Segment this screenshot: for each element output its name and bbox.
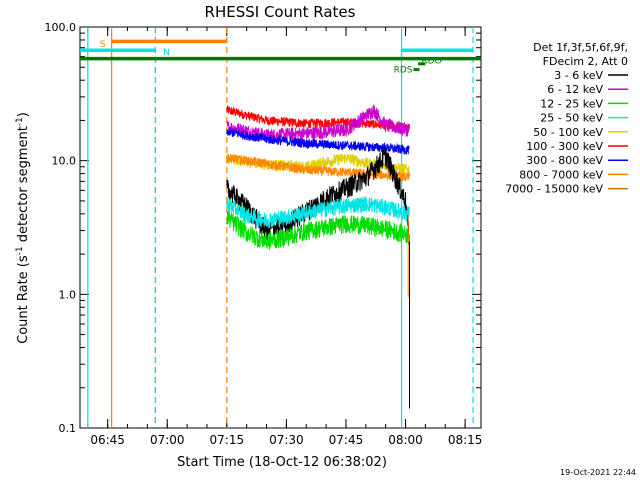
legend-header-line-2: FDecim 2, Att 0 xyxy=(543,55,628,68)
x-axis-ticks: 06:45 07:00 07:15 07:30 07:45 08:00 08:15 xyxy=(87,27,483,447)
flag-label-rdo: RDO xyxy=(421,57,441,67)
legend-label-3-6-kev: 3 - 6 keV xyxy=(554,69,603,82)
legend-label-100-300-kev: 100 - 300 keV xyxy=(526,140,603,153)
y-tick-label: 0.1 xyxy=(59,422,77,435)
x-tick-label: 08:00 xyxy=(388,433,423,447)
x-tick-label: 07:00 xyxy=(150,433,185,447)
flag-label-s: S xyxy=(100,40,106,50)
y-tick-label: 10.0 xyxy=(52,155,77,168)
x-tick-label: 07:45 xyxy=(329,433,364,447)
y-axis-label: Count Rate (s-1 detector segment-1) xyxy=(15,112,31,344)
y-tick-label: 1.0 xyxy=(59,288,77,301)
chart-title: RHESSI Count Rates xyxy=(205,3,356,21)
legend-label-7000-15000-kev: 7000 - 15000 keV xyxy=(505,183,603,196)
series-line-12-25-kev xyxy=(226,211,410,250)
timestamp: 19-Oct-2021 22:44 xyxy=(560,468,636,477)
legend-header-line-1: Det 1f,3f,5f,6f,9f, xyxy=(533,41,628,54)
series-line-300-800-kev xyxy=(226,127,410,155)
legend-label-800-7000-kev: 800 - 7000 keV xyxy=(519,168,603,181)
legend-label-12-25-kev: 12 - 25 keV xyxy=(540,97,603,110)
flag-bars: S N RDS RDO xyxy=(80,39,481,75)
legend-label-300-800-kev: 300 - 800 keV xyxy=(526,154,603,167)
series-line-25-50-kev xyxy=(226,196,410,229)
flag-label-n: N xyxy=(163,48,170,58)
x-tick-label: 08:15 xyxy=(448,433,483,447)
legend-label-50-100-kev: 50 - 100 keV xyxy=(533,126,603,139)
y-axis-ticks: 100.0 10.0 1.0 0.1 xyxy=(45,21,481,435)
x-tick-label: 07:30 xyxy=(269,433,304,447)
plot-area: 100.0 10.0 1.0 0.1 06:45 07:00 07:15 07:30 07:4… xyxy=(45,21,483,447)
x-tick-label: 07:15 xyxy=(210,433,245,447)
y-tick-label: 100.0 xyxy=(45,21,77,34)
series-line-800-7000-kev xyxy=(226,153,410,182)
plot-frame xyxy=(79,26,482,429)
legend-label-25-50-kev: 25 - 50 keV xyxy=(540,112,603,125)
x-axis-label: Start Time (18-Oct-12 06:38:02) xyxy=(177,455,387,470)
x-tick-label: 06:45 xyxy=(90,433,125,447)
series-line-100-300-kev xyxy=(226,105,410,133)
legend: Det 1f,3f,5f,6f,9f, FDecim 2, Att 0 3 - … xyxy=(505,41,628,196)
flag-label-rds: RDS xyxy=(394,65,413,75)
legend-label-6-12-kev: 6 - 12 keV xyxy=(547,83,603,96)
series-layer xyxy=(226,104,411,409)
time-markers xyxy=(87,27,474,428)
